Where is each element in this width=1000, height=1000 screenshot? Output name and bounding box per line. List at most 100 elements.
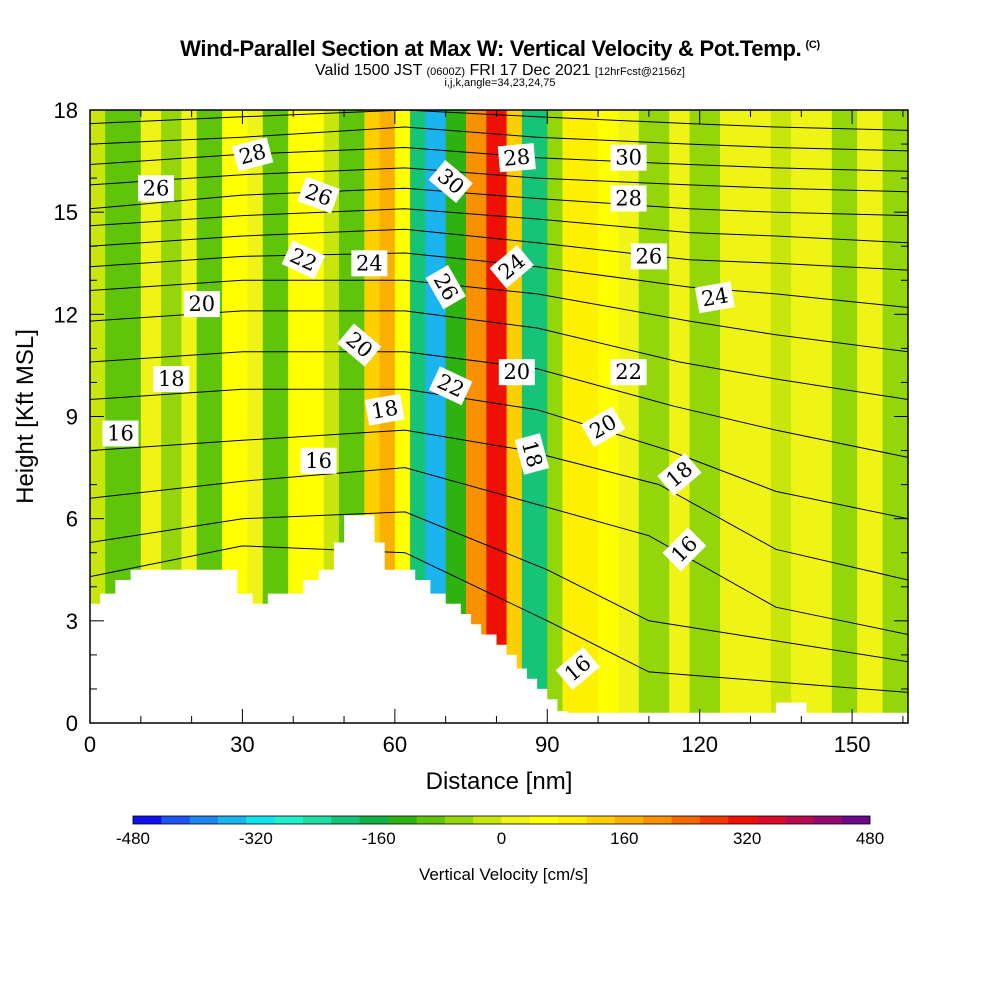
x-tick-label: 120 <box>681 732 718 757</box>
contour-label-box <box>489 245 534 289</box>
colorbar: -480 -320 -160 0 160 320 480 Vertical Velocity … <box>116 815 884 884</box>
contour-label: 22 <box>610 359 647 386</box>
contour-label-text: 22 <box>615 360 642 384</box>
contour-label-box <box>662 527 707 572</box>
y-tick-label: 18 <box>54 98 78 123</box>
colorbar-swatch <box>444 816 474 824</box>
colorbar-swatch <box>529 816 559 824</box>
colorbar-swatch <box>359 816 389 824</box>
w-cell <box>857 110 884 723</box>
axes: 0 30 60 90 120 150 0 3 6 9 12 15 18 Distance [nm] Heig… <box>12 98 909 795</box>
w-cell <box>547 110 564 723</box>
colorbar-swatch <box>388 816 417 824</box>
contour-label-box <box>498 359 535 386</box>
theta-contour <box>90 252 908 308</box>
contour-label-text: 16 <box>107 422 134 446</box>
x-axis-title: Distance [nm] <box>426 768 573 795</box>
w-cell <box>181 110 198 723</box>
contour-label-text: 18 <box>369 396 399 424</box>
contour-label-box <box>630 243 667 270</box>
contour-label: 24 <box>694 281 735 314</box>
colorbar-swatch <box>303 816 332 824</box>
theta-contour <box>90 467 908 635</box>
contour-label-text: 28 <box>502 145 531 171</box>
colorbar-swatch <box>133 816 162 824</box>
contour-label: 28 <box>610 185 647 212</box>
contour-label-box <box>497 143 536 173</box>
contour-label-text: 20 <box>188 292 215 316</box>
x-tick-label: 90 <box>535 732 559 757</box>
colorbar-swatch <box>728 816 757 824</box>
colorbar-tick-label: 160 <box>610 829 638 848</box>
contour-label-box <box>364 393 405 426</box>
w-cell <box>486 110 508 723</box>
w-cell <box>791 110 833 723</box>
w-cell <box>410 110 426 723</box>
colorbar-swatch <box>189 816 219 824</box>
contour-label-text: 30 <box>615 146 642 170</box>
chart-title: Wind-Parallel Section at Max W: Vertical… <box>0 36 1000 62</box>
contour-label-box <box>337 323 382 367</box>
theta-contour <box>90 279 908 353</box>
colorbar-swatch <box>699 816 729 824</box>
x-tick-label: 60 <box>383 732 407 757</box>
contour-label-box <box>153 366 190 392</box>
valid-time-line: Valid 1500 JST (0600Z) FRI 17 Dec 2021 [… <box>0 62 1000 80</box>
chart-title-text: Wind-Parallel Section at Max W: Vertical… <box>180 36 802 61</box>
colorbar-swatch <box>246 816 276 824</box>
theta-contour <box>90 388 908 520</box>
contour-label-box <box>555 646 600 691</box>
terrain <box>90 515 908 723</box>
y-tick-label: 15 <box>54 200 78 225</box>
y-tick-label: 0 <box>66 711 78 736</box>
colorbar-swatch <box>586 816 616 824</box>
contour-label-box <box>425 265 466 310</box>
theta-contour <box>90 167 908 193</box>
w-cell <box>445 110 467 723</box>
colorbar-swatch <box>784 816 814 824</box>
contour-label: 30 <box>610 144 647 171</box>
contour-label-box <box>428 366 473 406</box>
contour-label: 28 <box>497 143 536 173</box>
colorbar-swatch <box>473 816 502 824</box>
colorbar-swatch <box>218 816 247 824</box>
theta-contour <box>90 351 908 458</box>
contour-label: 16 <box>300 447 337 474</box>
contour-label-box <box>610 359 647 386</box>
theta-contour <box>90 126 908 152</box>
colorbar-swatch <box>643 816 672 824</box>
theta-contour <box>90 187 908 217</box>
w-cell <box>521 110 548 723</box>
contour-label: 16 <box>102 420 139 447</box>
y-axis-title: Height [Kft MSL] <box>12 329 39 504</box>
colorbar-swatch <box>671 816 701 824</box>
contour-label: 18 <box>153 366 190 392</box>
w-cell <box>247 110 264 723</box>
contour-label-box <box>138 175 174 202</box>
contour-label-box <box>300 447 337 474</box>
contour-label-text: 18 <box>158 367 185 391</box>
contour-label-box <box>297 176 340 214</box>
colorbar-swatch <box>841 816 871 824</box>
colorbar-swatch <box>331 816 361 824</box>
contour-label-box <box>514 433 550 475</box>
theta-contour <box>90 310 908 400</box>
colorbar-swatch <box>756 816 786 824</box>
forecast-info: [12hrFcst@2156z] <box>594 66 685 78</box>
chart-title-tag: (C) <box>805 38 820 51</box>
theta-contour <box>90 208 908 244</box>
x-tick-label: 0 <box>84 732 96 757</box>
contour-label: 26 <box>630 243 667 270</box>
contour-label-box <box>610 185 647 212</box>
w-cell <box>831 110 858 723</box>
colorbar-swatch <box>274 816 304 824</box>
w-cell <box>638 110 670 723</box>
y-tick-label: 6 <box>66 507 78 532</box>
contour-label-box <box>657 452 702 496</box>
colorbar-tick-label: 320 <box>733 829 761 848</box>
contour-label-box <box>281 240 326 280</box>
grid-indices: i,j,k,angle=34,23,24,75 <box>444 77 556 89</box>
